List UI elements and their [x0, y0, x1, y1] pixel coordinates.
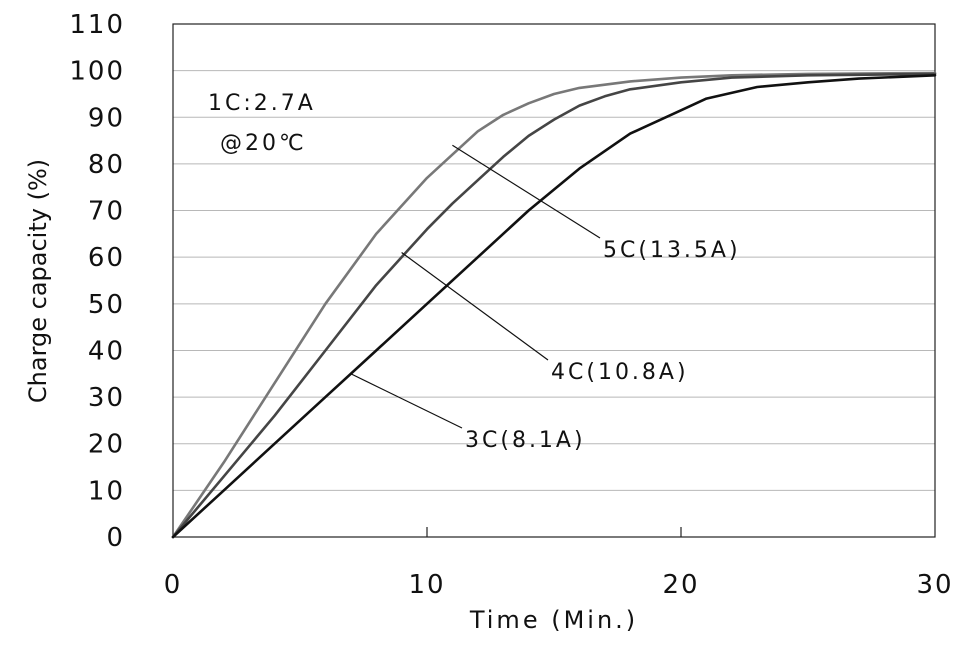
y-axis-label: Charge capacity (%)	[24, 159, 52, 403]
series-line-2	[171, 74, 937, 539]
x-axis-label: Time (Min.)	[469, 606, 638, 634]
leader-line-0	[452, 144, 601, 239]
series-layer	[171, 71, 937, 539]
y-tick-label-30: 30	[88, 383, 125, 413]
y-tick-label-70: 70	[88, 197, 125, 227]
y-tick-label-0: 0	[106, 523, 125, 553]
x-tick-label-10: 10	[408, 570, 445, 600]
tick-labels: 0 10 20 30 40 50 60 70 80 90 100 110 0 10 20 30	[69, 10, 953, 600]
annotation-current: 1C:2.7A	[208, 91, 316, 116]
series-label-0: 5C(13.5A)	[603, 238, 741, 263]
y-tick-label-80: 80	[88, 150, 125, 180]
y-tick-label-110: 110	[69, 10, 125, 40]
x-tick-label-0: 0	[164, 570, 183, 600]
leader-line-2	[350, 373, 463, 429]
y-tick-label-90: 90	[88, 103, 125, 133]
y-tick-label-10: 10	[88, 476, 125, 506]
leader-line-1	[401, 252, 549, 361]
y-tick-label-40: 40	[88, 336, 125, 366]
x-tick-label-20: 20	[662, 570, 699, 600]
x-tick-label-30: 30	[916, 570, 953, 600]
y-tick-label-60: 60	[88, 243, 125, 273]
series-labels: 5C(13.5A) 4C(10.8A) 3C(8.1A)	[350, 144, 741, 453]
y-tick-label-100: 100	[69, 57, 125, 87]
series-label-2: 3C(8.1A)	[465, 428, 586, 453]
y-tick-label-50: 50	[88, 290, 125, 320]
series-label-1: 4C(10.8A)	[551, 360, 689, 385]
series-line-0	[171, 71, 937, 539]
series-line-1	[171, 72, 937, 539]
gridlines	[173, 70, 935, 537]
y-tick-label-20: 20	[88, 430, 125, 460]
plot-frame	[172, 23, 936, 538]
annotation-temperature: @20℃	[220, 131, 307, 156]
